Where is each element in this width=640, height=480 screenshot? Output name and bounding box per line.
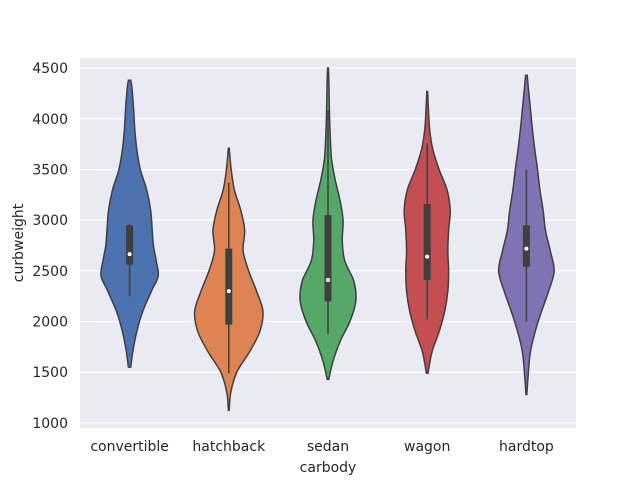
y-tick-label: 2500 (32, 264, 68, 280)
y-tick-label: 2000 (32, 315, 68, 331)
violin-body (100, 79, 160, 368)
y-tick-label: 1000 (32, 416, 68, 432)
x-tick-labels: convertible hatchback sedan wagon hardtop (90, 439, 554, 455)
x-tick-label: convertible (90, 439, 169, 455)
y-tick-label: 4500 (32, 61, 68, 77)
violin-convertible (100, 79, 160, 368)
median-point (326, 278, 330, 282)
violin-hatchback (193, 147, 264, 412)
median-point (226, 289, 231, 294)
x-tick-label: sedan (307, 439, 349, 455)
iqr-box (522, 225, 530, 267)
x-tick-label: hardtop (499, 439, 554, 455)
violin-sedan (299, 67, 357, 381)
y-tick-label: 1500 (32, 365, 68, 381)
iqr-box (126, 225, 134, 265)
median-point (524, 246, 529, 251)
x-tick-label: hatchback (192, 439, 266, 455)
iqr-box (324, 215, 332, 302)
median-point (425, 254, 430, 259)
violins (100, 67, 555, 412)
x-tick-label: wagon (404, 439, 450, 455)
violin-wagon (403, 90, 451, 375)
median-point (127, 252, 132, 257)
y-tick-labels: 1000 1500 2000 2500 3000 3500 4000 4500 (32, 61, 68, 432)
iqr-box (225, 248, 233, 325)
x-axis-label: carbody (300, 460, 357, 476)
y-axis-label: curbweight (11, 203, 27, 282)
y-tick-label: 4000 (32, 112, 68, 128)
iqr-box (423, 203, 431, 280)
y-tick-label: 3500 (32, 163, 68, 179)
y-tick-label: 3000 (32, 213, 68, 229)
violin-hardtop (497, 74, 555, 396)
